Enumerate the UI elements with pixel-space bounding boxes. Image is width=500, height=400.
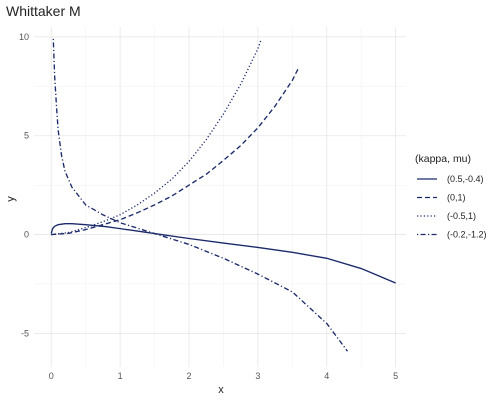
series-line-2 bbox=[51, 66, 300, 236]
y-tick-label: 5 bbox=[24, 131, 29, 141]
tick-labels: 0 1 2 3 4 5 -5 0 5 10 bbox=[19, 32, 398, 381]
legend-label: (0,1) bbox=[447, 193, 466, 203]
legend-title: (kappa, mu) bbox=[415, 153, 471, 165]
y-tick-label: 10 bbox=[19, 32, 29, 42]
x-tick-label: 2 bbox=[186, 371, 191, 381]
x-axis-label: x bbox=[218, 384, 224, 396]
x-tick-label: 1 bbox=[118, 371, 123, 381]
series-line-4 bbox=[52, 38, 348, 352]
series-line-1 bbox=[50, 223, 396, 284]
y-tick-label: -5 bbox=[21, 328, 29, 338]
chart-title: Whittaker M bbox=[6, 3, 81, 19]
series-line-3 bbox=[51, 38, 262, 236]
x-tick-label: 5 bbox=[393, 371, 398, 381]
legend: (kappa, mu) (0.5,-0.4) (0,1) (-0.5,1) (-0.2… bbox=[415, 153, 487, 240]
grid bbox=[34, 27, 406, 367]
x-tick-label: 4 bbox=[324, 371, 329, 381]
y-axis-label: y bbox=[5, 196, 17, 202]
x-tick-label: 3 bbox=[255, 371, 260, 381]
y-tick-label: 0 bbox=[24, 230, 29, 240]
series-layer bbox=[50, 38, 396, 352]
legend-label: (-0.5,1) bbox=[447, 211, 476, 221]
legend-label: (-0.2,-1.2) bbox=[447, 230, 487, 240]
x-tick-label: 0 bbox=[49, 371, 54, 381]
legend-label: (0.5,-0.4) bbox=[447, 174, 484, 184]
